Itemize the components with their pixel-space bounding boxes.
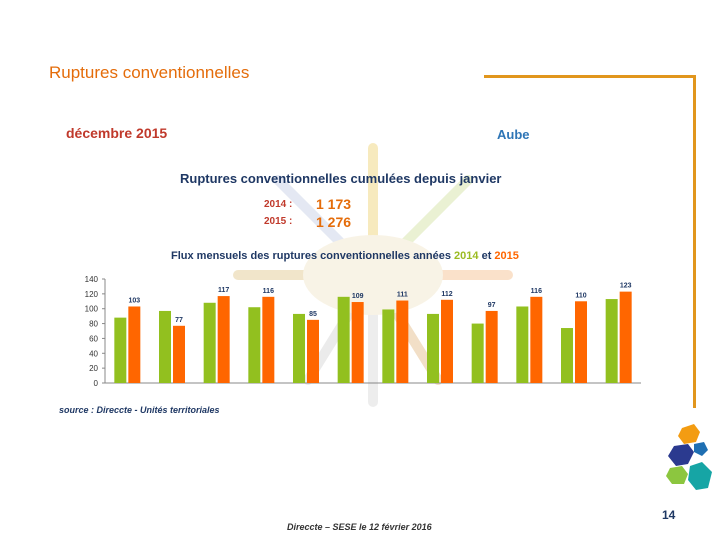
cumul-2015-value: 1 276: [316, 214, 352, 230]
flux-title-year-2015: 2015: [494, 250, 519, 262]
bar-2014: [516, 306, 529, 383]
bar-2014: [471, 323, 484, 383]
flux-title-middle: et: [478, 250, 495, 262]
bar-2014: [114, 317, 127, 383]
handshake-watermark-icon: [233, 143, 513, 407]
data-label: 103: [128, 297, 140, 304]
data-label: 123: [620, 283, 632, 290]
bar-2015: [128, 306, 141, 383]
data-label: 85: [309, 311, 317, 318]
bar-2015: [351, 302, 364, 383]
y-tick-label: 100: [85, 305, 99, 314]
bar-2014: [159, 310, 171, 383]
bar-2015: [173, 325, 185, 383]
bar-2015: [441, 299, 453, 383]
bar-2014: [382, 309, 395, 383]
bar-2014: [427, 313, 439, 383]
cumulative-title: Ruptures conventionnelles cumulées depui…: [180, 171, 502, 186]
bar-2014: [248, 307, 261, 383]
bar-2014: [203, 302, 216, 383]
y-tick-label: 20: [89, 364, 98, 373]
bar-2015: [575, 301, 587, 383]
cumul-2014-value: 1 173: [316, 196, 352, 212]
bar-2014: [605, 299, 618, 383]
y-tick-label: 140: [85, 275, 99, 284]
cumul-2014-label: 2014 :: [264, 199, 293, 210]
bar-2014: [337, 296, 350, 383]
top-rule: [484, 75, 696, 78]
y-tick-label: 80: [89, 320, 98, 329]
bar-2015: [307, 319, 319, 383]
cumul-2015-label: 2015 :: [264, 216, 293, 227]
slide-title: Ruptures conventionnelles: [49, 63, 250, 82]
data-label: 111: [397, 292, 408, 299]
department-label: Aube: [497, 127, 530, 142]
data-label: 110: [575, 292, 586, 299]
bar-2015: [619, 291, 632, 383]
page-number: 14: [662, 508, 676, 522]
bar-2015: [217, 296, 230, 383]
monthly-flow-title: Flux mensuels des ruptures conventionnel…: [171, 250, 519, 262]
period-label: décembre 2015: [66, 125, 168, 141]
data-label: 112: [441, 291, 452, 298]
data-label: 77: [175, 317, 183, 324]
flux-title-prefix: Flux mensuels des ruptures conventionnel…: [171, 250, 455, 262]
bar-2015: [262, 296, 275, 383]
bar-2015: [396, 300, 409, 383]
data-label: 97: [488, 302, 496, 309]
right-rule: [693, 75, 696, 408]
y-tick-label: 40: [89, 349, 98, 358]
bar-2015: [485, 310, 498, 383]
data-label: 109: [352, 293, 364, 300]
flux-title-year-2014: 2014: [454, 250, 479, 262]
footer-credit: Direccte – SESE le 12 février 2016: [287, 522, 432, 532]
y-tick-label: 0: [94, 379, 99, 388]
source-note: source : Direccte - Unités territoriales: [59, 405, 220, 415]
bar-2015: [530, 296, 543, 383]
y-tick-label: 120: [85, 290, 99, 299]
data-label: 116: [531, 288, 542, 295]
bar-2014: [293, 313, 305, 383]
data-label: 117: [218, 287, 229, 294]
y-tick-label: 60: [89, 334, 98, 343]
bar-2014: [561, 328, 573, 383]
region-map-logo-icon: [666, 424, 712, 490]
data-label: 116: [263, 288, 274, 295]
